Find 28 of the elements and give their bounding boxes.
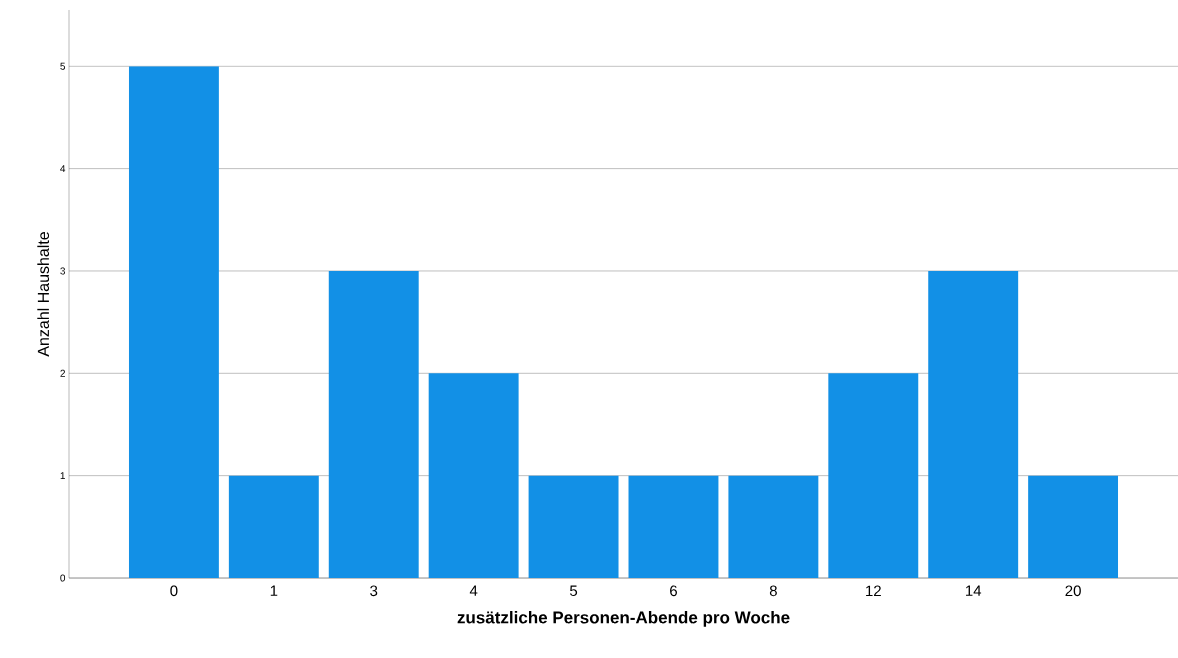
y-tick-label: 3 (60, 267, 66, 275)
y-tick-label: 0 (60, 574, 66, 582)
x-axis-title: zusätzliche Personen-Abende pro Woche (457, 611, 790, 627)
x-tick-label: 12 (866, 585, 881, 596)
x-tick-label: 3 (370, 585, 378, 597)
bar (128, 66, 219, 578)
y-tick-label: 2 (60, 369, 65, 377)
bar (1028, 475, 1119, 578)
x-tick-label: 0 (170, 585, 178, 597)
bar (228, 475, 319, 578)
y-tick-label: 5 (60, 62, 66, 70)
y-tick-label: 4 (60, 165, 66, 173)
x-tick-label: 1 (270, 585, 278, 596)
x-tick-label: 6 (670, 585, 677, 597)
bar (328, 270, 419, 578)
x-tick-label: 14 (966, 585, 982, 596)
x-tick-label: 20 (1065, 585, 1081, 597)
bar (828, 373, 919, 578)
bar (928, 270, 1019, 578)
x-tick-label: 8 (769, 585, 777, 597)
x-tick-label: 5 (569, 585, 578, 596)
x-tick-label: 4 (469, 585, 478, 596)
bar (728, 475, 819, 578)
y-axis-title: Anzahl Haushalte (37, 232, 50, 357)
y-tick-label: 1 (60, 472, 65, 480)
bar (628, 475, 719, 578)
bar (528, 475, 619, 578)
bar (428, 373, 519, 578)
